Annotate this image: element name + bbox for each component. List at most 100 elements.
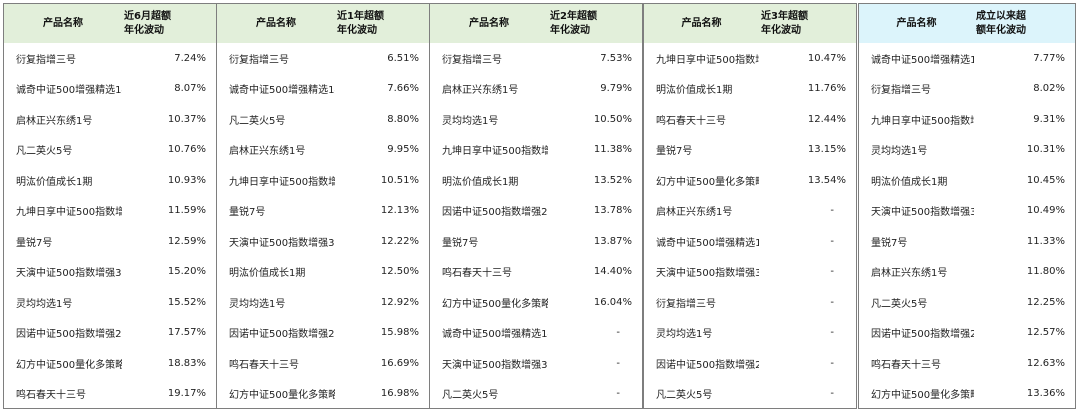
table-row: 凡二英火5号 8.80% xyxy=(217,104,429,135)
product-name-cell: 明汯价值成长1期 xyxy=(442,176,519,188)
volatility-value-cell: 10.51% xyxy=(380,174,419,186)
table-header-row: 产品名称 近1年超额 年化波动 xyxy=(217,4,429,43)
table-row: 因诺中证500指数增强2号 15.98% xyxy=(217,318,429,349)
table-row: 明汯价值成长1期 10.45% xyxy=(859,165,1075,196)
product-name-cell: 天演中证500指数增强3号 xyxy=(229,237,335,249)
volatility-value-cell: 16.04% xyxy=(593,296,632,308)
product-name-cell: 因诺中证500指数增强2号 xyxy=(229,329,335,341)
product-name-cell: 幻方中证500量化多策略2号 xyxy=(656,176,759,188)
volatility-value-cell: - xyxy=(616,327,620,339)
product-name-cell: 衍复指增三号 xyxy=(442,54,502,66)
table-row: 凡二英火5号 10.76% xyxy=(4,135,216,166)
product-name-cell: 诚奇中证500增强精选1期 xyxy=(656,237,759,249)
volatility-value-cell: 8.02% xyxy=(1033,83,1065,95)
ranking-table: 产品名称 近2年超额 年化波动 衍复指增三号 7.53% 启林正兴东绣1号 9.79% 灵均均… xyxy=(430,4,642,409)
table-row: 凡二英火5号 - xyxy=(644,379,856,410)
volatility-value-cell: 12.59% xyxy=(167,235,206,247)
table-row: 因诺中证500指数增强2号 13.78% xyxy=(430,196,642,227)
volatility-value-cell: 10.50% xyxy=(593,113,632,125)
table-row: 天演中证500指数增强3号 12.22% xyxy=(217,226,429,257)
column-header-metric-line1: 近6月超额 xyxy=(124,10,171,22)
column-header-metric: 近3年超额 年化波动 xyxy=(759,4,856,43)
volatility-value-cell: 12.22% xyxy=(380,235,419,247)
table-row: 幻方中证500量化多策略2号 13.36% xyxy=(859,379,1075,410)
table-row: 灵均均选1号 12.92% xyxy=(217,287,429,318)
volatility-value-cell: - xyxy=(830,205,834,217)
volatility-value-cell: 12.25% xyxy=(1026,296,1065,308)
volatility-value-cell: 12.92% xyxy=(380,296,419,308)
volatility-value-cell: - xyxy=(616,357,620,369)
volatility-value-cell: 9.79% xyxy=(600,83,632,95)
table-row: 衍复指增三号 8.02% xyxy=(859,74,1075,105)
table-row: 幻方中证500量化多策略2号 18.83% xyxy=(4,348,216,379)
product-name-cell: 九坤日享中证500指数增强1号 xyxy=(871,115,974,127)
table-row: 因诺中证500指数增强2号 - xyxy=(644,348,856,379)
product-name-cell: 因诺中证500指数增强2号 xyxy=(656,359,759,371)
ranking-table: 产品名称 成立以来超额年化波动诚奇中证500增强精选1期 7.77% 衍复指增三号 8.… xyxy=(859,4,1075,409)
table-row: 鸣石春天十三号 14.40% xyxy=(430,257,642,288)
column-header-product-name: 产品名称 xyxy=(469,17,509,29)
table-row: 量锐7号 13.15% xyxy=(644,135,856,166)
product-name-cell: 天演中证500指数增强3号 xyxy=(16,268,122,280)
ranking-panel: 产品名称 近6月超额 年化波动 衍复指增三号 7.24% 诚奇中证500增强精选1期 8.0… xyxy=(3,3,217,409)
product-name-cell: 启林正兴东绣1号 xyxy=(871,268,948,280)
product-name-cell: 因诺中证500指数增强2号 xyxy=(871,329,974,341)
product-name-cell: 诚奇中证500增强精选1期 xyxy=(442,329,548,341)
table-row: 灵均均选1号 10.50% xyxy=(430,104,642,135)
table-row: 衍复指增三号 - xyxy=(644,287,856,318)
volatility-value-cell: 12.50% xyxy=(380,266,419,278)
product-name-cell: 灵均均选1号 xyxy=(656,329,713,341)
volatility-value-cell: 12.57% xyxy=(1026,327,1065,339)
product-name-cell: 灵均均选1号 xyxy=(442,115,499,127)
ranking-panel: 产品名称 成立以来超额年化波动诚奇中证500增强精选1期 7.77% 衍复指增三号 8.… xyxy=(858,3,1076,409)
table-row: 量锐7号 11.33% xyxy=(859,226,1075,257)
volatility-value-cell: 7.77% xyxy=(1033,52,1065,64)
product-name-cell: 凡二英火5号 xyxy=(442,390,499,402)
ranking-panel: 产品名称 近3年超额年化波动九坤日享中证500指数增强1号 10.47% 明汯价值成长… xyxy=(643,3,857,409)
table-row: 九坤日享中证500指数增强1号 11.59% xyxy=(4,196,216,227)
table-row: 凡二英火5号 12.25% xyxy=(859,287,1075,318)
table-row: 因诺中证500指数增强2号 17.57% xyxy=(4,318,216,349)
product-name-cell: 明汯价值成长1期 xyxy=(871,176,948,188)
volatility-value-cell: 13.78% xyxy=(593,205,632,217)
product-name-cell: 鸣石春天十三号 xyxy=(229,359,299,371)
table-row: 明汯价值成长1期 10.93% xyxy=(4,165,216,196)
volatility-value-cell: 11.59% xyxy=(167,205,206,217)
column-header-metric: 近2年超额 年化波动 xyxy=(548,4,642,43)
product-name-cell: 量锐7号 xyxy=(871,237,908,249)
product-name-cell: 明汯价值成长1期 xyxy=(656,85,733,97)
volatility-value-cell: 10.93% xyxy=(167,174,206,186)
table-row: 诚奇中证500增强精选1期 7.66% xyxy=(217,74,429,105)
table-row: 九坤日享中证500指数增强1号 9.31% xyxy=(859,104,1075,135)
table-row: 九坤日享中证500指数增强1号 11.38% xyxy=(430,135,642,166)
table-row: 明汯价值成长1期 13.52% xyxy=(430,165,642,196)
volatility-value-cell: 13.87% xyxy=(593,235,632,247)
product-name-cell: 衍复指增三号 xyxy=(871,85,931,97)
table-row: 衍复指增三号 6.51% xyxy=(217,43,429,74)
product-name-cell: 天演中证500指数增强3号 xyxy=(656,268,759,280)
product-name-cell: 九坤日享中证500指数增强1号 xyxy=(229,176,335,188)
product-name-cell: 因诺中证500指数增强2号 xyxy=(16,329,122,341)
table-row: 启林正兴东绣1号 - xyxy=(644,196,856,227)
product-name-cell: 启林正兴东绣1号 xyxy=(16,115,93,127)
product-name-cell: 幻方中证500量化多策略2号 xyxy=(16,359,122,371)
table-row: 灵均均选1号 15.52% xyxy=(4,287,216,318)
ranking-panel: 产品名称 近2年超额 年化波动 衍复指增三号 7.53% 启林正兴东绣1号 9.79% 灵均均… xyxy=(429,3,643,409)
column-header-metric-line1: 近1年超额 xyxy=(337,10,384,22)
product-name-cell: 衍复指增三号 xyxy=(656,298,716,310)
table-row: 诚奇中证500增强精选1期 - xyxy=(430,318,642,349)
volatility-value-cell: - xyxy=(830,327,834,339)
table-row: 启林正兴东绣1号 9.95% xyxy=(217,135,429,166)
table-row: 天演中证500指数增强3号 10.49% xyxy=(859,196,1075,227)
volatility-value-cell: - xyxy=(830,357,834,369)
volatility-value-cell: 9.31% xyxy=(1033,113,1065,125)
volatility-value-cell: 11.76% xyxy=(807,83,846,95)
volatility-value-cell: 10.45% xyxy=(1026,174,1065,186)
product-name-cell: 幻方中证500量化多策略2号 xyxy=(442,298,548,310)
product-name-cell: 灵均均选1号 xyxy=(16,298,73,310)
volatility-value-cell: 10.47% xyxy=(807,52,846,64)
table-row: 诚奇中证500增强精选1期 8.07% xyxy=(4,74,216,105)
volatility-value-cell: 16.69% xyxy=(380,357,419,369)
volatility-value-cell: 12.63% xyxy=(1026,357,1065,369)
volatility-value-cell: 13.15% xyxy=(807,144,846,156)
